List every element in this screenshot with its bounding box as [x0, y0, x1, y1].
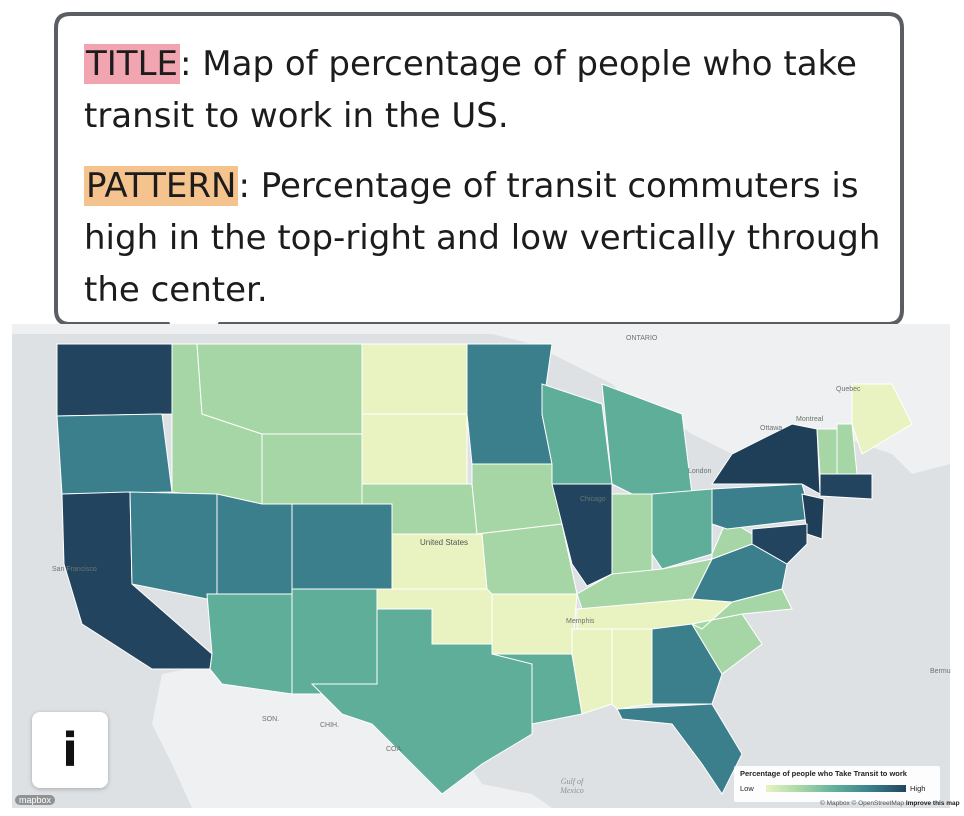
state-in[interactable]: [611, 493, 653, 575]
canada-land: [12, 324, 950, 474]
sonora-label: SON.: [262, 716, 280, 723]
san-francisco-label: San Francisco: [52, 566, 97, 573]
annotation-callout: TITLE: Map of percentage of people who t…: [54, 12, 904, 324]
state-la[interactable]: [491, 653, 583, 725]
legend-title: Percentage of people who Take Transit to…: [740, 769, 907, 778]
title-text: Map of percentage of people who take tra…: [84, 44, 857, 136]
ottawa-label: Ottawa: [760, 425, 783, 432]
gulf-label: Gulf of Mexico: [560, 777, 584, 795]
pattern-tag: PATTERN: [84, 166, 239, 206]
callout-bubble: [54, 12, 904, 324]
state-pa[interactable]: [711, 483, 813, 530]
state-ms[interactable]: [571, 628, 613, 715]
info-button[interactable]: i: [32, 712, 108, 788]
state-nm[interactable]: [291, 588, 378, 695]
transit-choropleth-map[interactable]: [12, 324, 950, 808]
state-nv[interactable]: [129, 491, 218, 600]
state-fl[interactable]: [616, 703, 743, 795]
chicago-label: Chicago: [580, 496, 606, 503]
montreal-label: Montreal: [796, 416, 824, 423]
coahuila-label: COA.: [386, 746, 404, 753]
title-sep: :: [180, 44, 192, 84]
state-ma[interactable]: [819, 473, 873, 500]
improve-map-link[interactable]: Improve this map: [905, 800, 960, 807]
quebec-label: Quebec: [836, 386, 861, 393]
legend-low-label: Low: [740, 784, 754, 793]
state-vt[interactable]: [816, 428, 838, 475]
mapbox-logo[interactable]: mapbox: [15, 795, 56, 805]
callout-pattern-line: PATTERN: Percentage of transit commuters…: [84, 160, 890, 316]
state-mn[interactable]: [466, 343, 553, 465]
state-oh[interactable]: [651, 488, 713, 570]
state-mo[interactable]: [476, 523, 578, 595]
country-label: United States: [420, 538, 469, 547]
state-sd[interactable]: [361, 413, 468, 485]
state-mt[interactable]: [196, 343, 363, 435]
attribution-text[interactable]: © Mapbox © OpenStreetMap: [820, 800, 905, 807]
pattern-sep: :: [238, 166, 250, 206]
state-nd[interactable]: [361, 343, 468, 415]
title-tag: TITLE: [84, 44, 180, 84]
map-canvas: [12, 324, 950, 808]
info-icon: i: [62, 723, 78, 777]
bermuda-label: Bermu: [930, 668, 951, 675]
legend-color-ramp: [766, 785, 906, 792]
state-or[interactable]: [56, 413, 173, 495]
pattern-tag-label: PATTERN: [86, 166, 237, 206]
map-attribution: © Mapbox © OpenStreetMap Improve this ma…: [820, 800, 960, 807]
state-wy[interactable]: [261, 433, 363, 505]
state-ut[interactable]: [216, 493, 293, 595]
state-co[interactable]: [291, 503, 393, 590]
state-wa[interactable]: [56, 343, 173, 417]
state-az[interactable]: [206, 593, 293, 695]
state-wi[interactable]: [541, 383, 613, 485]
state-me[interactable]: [851, 383, 913, 455]
ontario-label: ONTARIO: [626, 335, 658, 342]
legend-high-label: High: [910, 784, 926, 793]
state-ga[interactable]: [651, 623, 723, 705]
state-md[interactable]: [751, 523, 808, 565]
map-legend: Percentage of people who Take Transit to…: [734, 766, 940, 802]
state-ar[interactable]: [491, 593, 578, 655]
state-ia[interactable]: [471, 463, 563, 535]
london-label: London: [688, 468, 712, 475]
state-al[interactable]: [611, 628, 653, 710]
chihuahua-label: CHIH.: [320, 722, 340, 729]
state-tx[interactable]: [310, 608, 533, 795]
title-tag-label: TITLE: [86, 44, 178, 84]
memphis-label: Memphis: [566, 618, 595, 625]
callout-title-line: TITLE: Map of percentage of people who t…: [84, 38, 890, 142]
pattern-text: Percentage of transit commuters is high …: [84, 166, 881, 310]
